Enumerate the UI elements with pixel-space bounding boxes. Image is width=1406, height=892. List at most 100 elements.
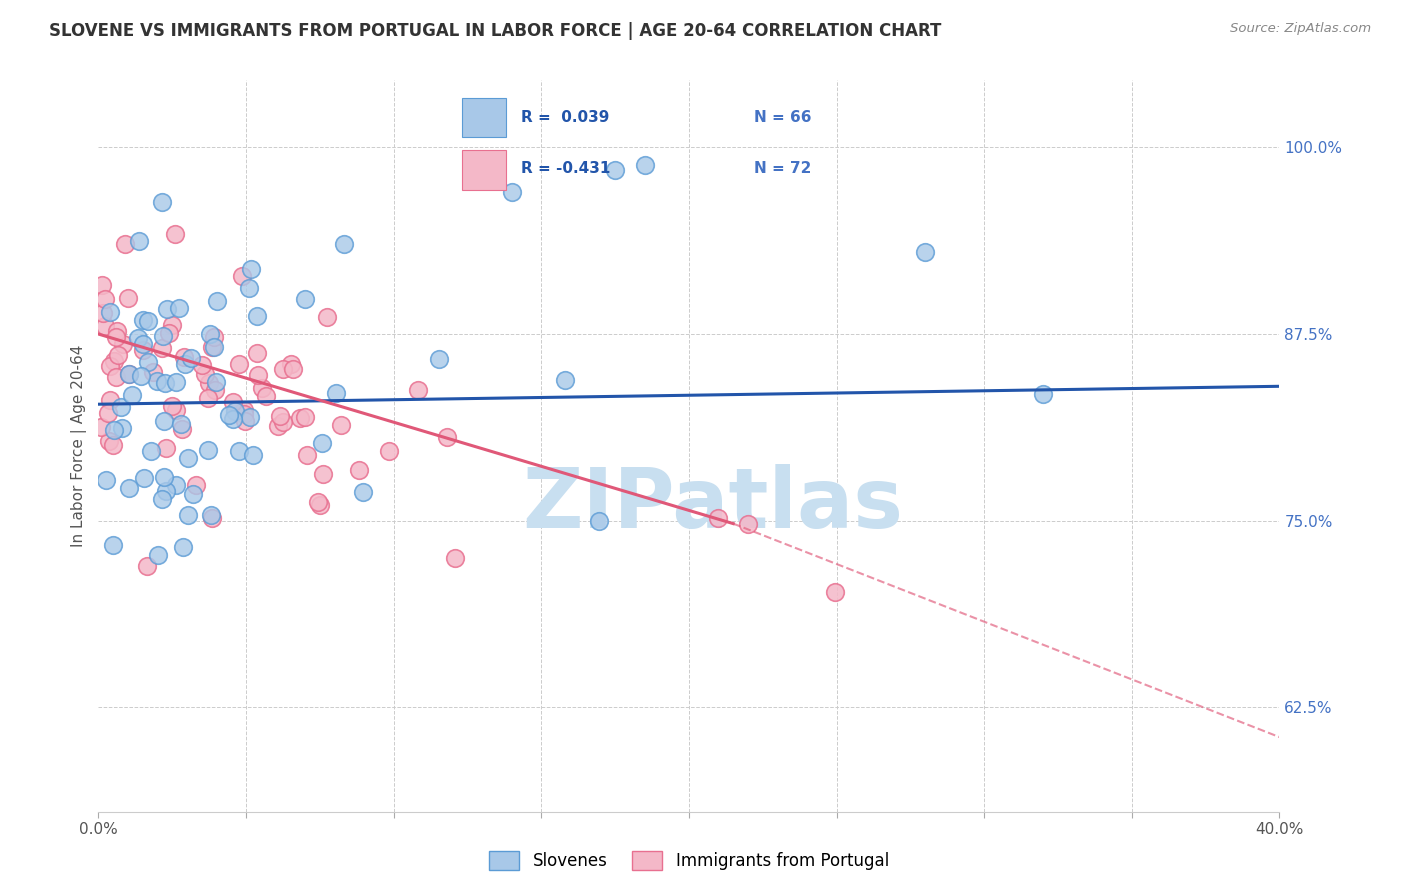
- Point: [184, 477, 207, 491]
- Point: [97, 406, 120, 420]
- Point: [177, 450, 200, 465]
- Point: [134, 471, 156, 485]
- Point: [118, 481, 141, 495]
- Point: [246, 309, 269, 323]
- Point: [152, 329, 174, 343]
- Point: [153, 470, 176, 484]
- Point: [294, 292, 316, 306]
- Point: [132, 336, 155, 351]
- Point: [165, 376, 187, 390]
- Point: [233, 414, 256, 428]
- Point: [501, 186, 523, 200]
- Point: [204, 383, 226, 397]
- Point: [297, 448, 319, 462]
- Point: [280, 357, 302, 371]
- Point: [101, 538, 124, 552]
- Point: [165, 478, 187, 492]
- Point: [150, 491, 173, 506]
- Point: [91, 278, 114, 293]
- Point: [1032, 386, 1054, 401]
- Point: [136, 354, 159, 368]
- Point: [127, 331, 149, 345]
- Point: [131, 313, 153, 327]
- Point: [181, 487, 204, 501]
- Point: [256, 389, 278, 403]
- Point: [246, 346, 269, 360]
- Point: [153, 376, 176, 390]
- Y-axis label: In Labor Force | Age 20-64: In Labor Force | Age 20-64: [72, 345, 87, 547]
- Point: [155, 302, 177, 317]
- Point: [554, 373, 576, 387]
- Point: [141, 444, 163, 458]
- Point: [378, 443, 401, 458]
- Point: [242, 449, 264, 463]
- Point: [194, 367, 217, 381]
- Legend: Slovenes, Immigrants from Portugal: Slovenes, Immigrants from Portugal: [482, 844, 896, 877]
- Point: [737, 516, 759, 531]
- Point: [111, 336, 134, 351]
- Point: [252, 380, 274, 394]
- Point: [273, 415, 295, 429]
- Point: [197, 391, 219, 405]
- Point: [222, 411, 245, 425]
- Point: [160, 318, 183, 332]
- Point: [111, 420, 134, 434]
- Point: [207, 293, 229, 308]
- Point: [94, 319, 117, 334]
- Point: [142, 364, 165, 378]
- Point: [914, 244, 936, 259]
- Point: [309, 498, 332, 512]
- Text: ZIPatlas: ZIPatlas: [522, 464, 903, 545]
- Point: [90, 420, 112, 434]
- Point: [94, 292, 117, 306]
- Point: [633, 158, 655, 172]
- Point: [165, 402, 187, 417]
- Point: [436, 430, 458, 444]
- Point: [218, 408, 240, 422]
- Point: [98, 305, 121, 319]
- Point: [271, 361, 294, 376]
- Point: [132, 343, 155, 358]
- Point: [247, 368, 270, 382]
- Point: [201, 511, 224, 525]
- Point: [103, 353, 125, 368]
- Point: [200, 508, 222, 522]
- Text: Source: ZipAtlas.com: Source: ZipAtlas.com: [1230, 22, 1371, 36]
- Point: [117, 291, 139, 305]
- Point: [153, 414, 176, 428]
- Point: [707, 510, 730, 524]
- Point: [118, 367, 141, 381]
- Point: [316, 310, 339, 325]
- Point: [103, 423, 125, 437]
- Point: [824, 585, 846, 599]
- Text: SLOVENE VS IMMIGRANTS FROM PORTUGAL IN LABOR FORCE | AGE 20-64 CORRELATION CHART: SLOVENE VS IMMIGRANTS FROM PORTUGAL IN L…: [49, 22, 942, 40]
- Point: [352, 484, 374, 499]
- Point: [333, 237, 356, 252]
- Point: [198, 376, 221, 390]
- Point: [150, 195, 173, 210]
- Point: [104, 370, 127, 384]
- Point: [224, 404, 246, 418]
- Point: [191, 358, 214, 372]
- Point: [238, 281, 260, 295]
- Point: [128, 234, 150, 248]
- Point: [311, 435, 333, 450]
- Point: [347, 463, 370, 477]
- Point: [202, 330, 225, 344]
- Point: [290, 411, 312, 425]
- Point: [150, 341, 173, 355]
- Point: [197, 442, 219, 457]
- Point: [311, 467, 333, 482]
- Point: [177, 508, 200, 523]
- Point: [118, 367, 141, 381]
- Point: [167, 301, 190, 315]
- Point: [155, 442, 177, 456]
- Point: [91, 306, 114, 320]
- Point: [94, 473, 117, 487]
- Point: [155, 483, 177, 498]
- Point: [136, 559, 159, 574]
- Point: [444, 550, 467, 565]
- Point: [101, 438, 124, 452]
- Point: [160, 399, 183, 413]
- Point: [163, 227, 186, 242]
